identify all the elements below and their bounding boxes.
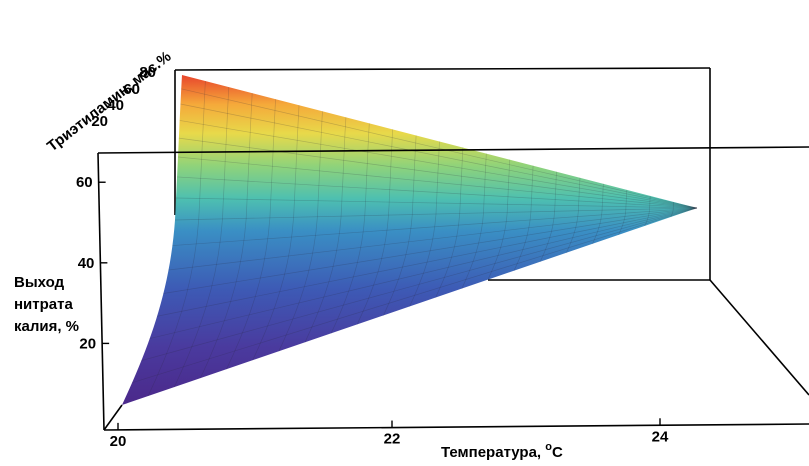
mesh-line-cross — [304, 117, 347, 343]
mesh-line-radial — [174, 207, 698, 221]
y-tick-label-40: 40 — [107, 97, 124, 114]
mesh-line-cross — [147, 80, 206, 397]
mesh-line-radial — [163, 207, 698, 294]
box-front-edges — [97, 146, 809, 431]
z-tick-label-20: 20 — [79, 335, 96, 352]
mesh-line-radial — [177, 156, 698, 209]
mesh-line-cross — [278, 111, 323, 352]
mesh-line-radial — [178, 137, 698, 209]
mesh-line-cross — [226, 99, 276, 370]
y-tick-label-80: 80 — [139, 64, 156, 81]
z-tick-label-60: 60 — [76, 174, 93, 191]
y-axis-title: Триэтиламин, мас.% — [44, 48, 174, 155]
surface-mesh — [132, 80, 698, 397]
z-axis-title-line-3: калия, % — [14, 318, 79, 335]
y-tick-label-60: 60 — [123, 81, 140, 98]
mesh-line-cross — [592, 183, 604, 244]
mesh-line-cross — [173, 87, 230, 388]
mesh-line-cross — [644, 195, 651, 227]
z-tick-label-40: 40 — [78, 255, 95, 272]
mesh-line-cross — [618, 189, 628, 236]
x-tick-label-22: 22 — [384, 431, 401, 448]
box-back-edges — [174, 67, 711, 281]
x-tick-label-24: 24 — [652, 428, 669, 445]
mesh-line-radial — [168, 207, 698, 271]
mesh-line-radial — [172, 207, 698, 246]
mesh-line-radial — [179, 120, 698, 209]
mesh-line-cross — [200, 93, 253, 379]
x-tick-label-20: 20 — [110, 433, 127, 450]
mesh-line-radial — [177, 176, 698, 209]
y-tick-label-20: 20 — [91, 113, 108, 130]
x-axis-title: Температура, oС — [441, 441, 563, 461]
mesh-line-cross — [330, 123, 370, 334]
mesh-line-cross — [539, 171, 557, 262]
mesh-line-cross — [565, 177, 581, 253]
response-surface — [122, 75, 697, 405]
z-axis-title-line-2: нитрата — [14, 296, 73, 313]
mesh-line-cross — [435, 147, 464, 298]
mesh-line-radial — [157, 207, 698, 317]
mesh-line-cross — [252, 105, 300, 361]
mesh-line-radial — [181, 88, 698, 209]
mesh-line-radial — [176, 197, 698, 209]
mesh-line-radial — [149, 207, 698, 339]
mesh-line-cross — [487, 159, 511, 280]
z-axis-ticks: 20 40 60 — [76, 174, 110, 352]
mesh-line-radial — [132, 207, 698, 384]
mesh-line-cross — [670, 202, 674, 218]
mesh-line-cross — [513, 165, 534, 271]
x-axis-ticks: 20 22 24 — [110, 418, 669, 450]
mesh-line-cross — [409, 141, 440, 307]
mesh-line-cross — [461, 153, 487, 289]
mesh-line-cross — [356, 129, 394, 325]
mesh-line-radial — [141, 207, 698, 361]
mesh-line-cross — [383, 135, 417, 316]
z-axis-title: Выход нитрата калия, % — [14, 274, 79, 335]
mesh-line-radial — [180, 103, 698, 209]
z-axis-title-line-1: Выход — [14, 274, 65, 291]
